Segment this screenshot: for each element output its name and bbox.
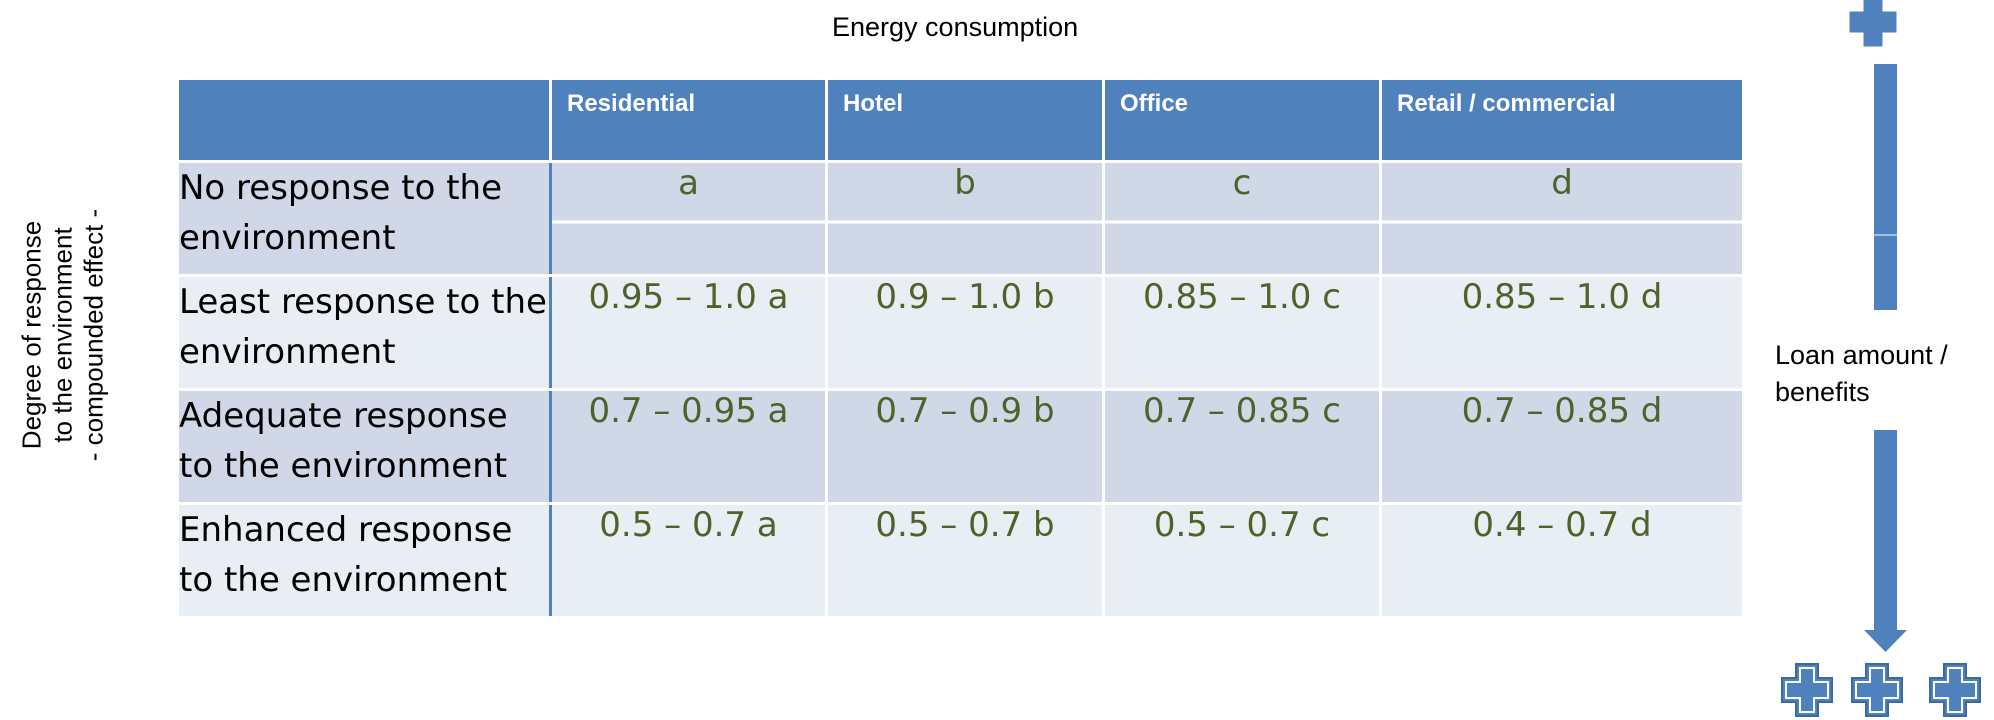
table-row: Least response to the environment 0.95 –… bbox=[176, 274, 1745, 391]
chart-title: Energy consumption bbox=[832, 12, 1079, 42]
side-label-line-3: - compounded effect - bbox=[78, 208, 109, 462]
loan-label-line-1: Loan amount / bbox=[1775, 340, 1948, 370]
table-row: Adequate response to the environment 0.7… bbox=[176, 388, 1745, 505]
plus-icon bbox=[1929, 663, 1981, 717]
plus-icon bbox=[1781, 663, 1833, 717]
cell-value: 0.9 – 1.0 b bbox=[825, 274, 1105, 391]
cell-value: 0.7 – 0.9 b bbox=[825, 388, 1105, 505]
cell-value: 0.5 – 0.7 a bbox=[549, 502, 828, 619]
row-label-enhanced-response: Enhanced response to the environment bbox=[176, 502, 552, 619]
plus-icon bbox=[1846, 0, 1900, 50]
row-label-least-response: Least response to the environment bbox=[176, 274, 552, 391]
cell-value: 0.7 – 0.85 c bbox=[1102, 388, 1382, 505]
cell-value: 0.85 – 1.0 d bbox=[1379, 274, 1745, 391]
cell-value: 0.4 – 0.7 d bbox=[1379, 502, 1745, 619]
cell-value: 0.7 – 0.85 d bbox=[1379, 388, 1745, 505]
loan-amount-label: Loan amount / benefits bbox=[1775, 337, 1948, 411]
row-label-adequate-response: Adequate response to the environment bbox=[176, 388, 552, 505]
table-header-row: Residential Hotel Office Retail / commer… bbox=[176, 77, 1745, 163]
loan-arrow-diagram bbox=[1781, 0, 1981, 717]
cell-value: 0.7 – 0.95 a bbox=[549, 388, 828, 505]
plus-icon bbox=[1851, 663, 1903, 717]
row-label-no-response: No response to the environment bbox=[176, 160, 552, 277]
header-retail-commercial: Retail / commercial bbox=[1379, 77, 1745, 163]
cell-value: 0.5 – 0.7 b bbox=[825, 502, 1105, 619]
side-label-line-2: to the environment bbox=[47, 227, 78, 443]
table-row: Enhanced response to the environment 0.5… bbox=[176, 502, 1745, 619]
cell-value: c bbox=[1102, 160, 1382, 277]
header-empty-cell bbox=[176, 77, 552, 163]
energy-table: Residential Hotel Office Retail / commer… bbox=[176, 77, 1745, 619]
cell-value: 0.95 – 1.0 a bbox=[549, 274, 828, 391]
header-office: Office bbox=[1102, 77, 1382, 163]
cell-value: d bbox=[1379, 160, 1745, 277]
cell-value: b bbox=[825, 160, 1105, 277]
cell-value: 0.5 – 0.7 c bbox=[1102, 502, 1382, 619]
cell-value: 0.85 – 1.0 c bbox=[1102, 274, 1382, 391]
cell-value: a bbox=[549, 160, 828, 277]
table-row: No response to the environment a b c d bbox=[176, 160, 1745, 277]
side-label-line-1: Degree of response bbox=[16, 220, 47, 450]
loan-label-line-2: benefits bbox=[1775, 377, 1870, 407]
header-hotel: Hotel bbox=[825, 77, 1105, 163]
down-arrow-icon bbox=[1864, 430, 1907, 652]
degree-of-response-label: Degree of response to the environment - … bbox=[8, 190, 118, 480]
header-residential: Residential bbox=[549, 77, 828, 163]
arrow-upper-shaft bbox=[1874, 64, 1897, 310]
